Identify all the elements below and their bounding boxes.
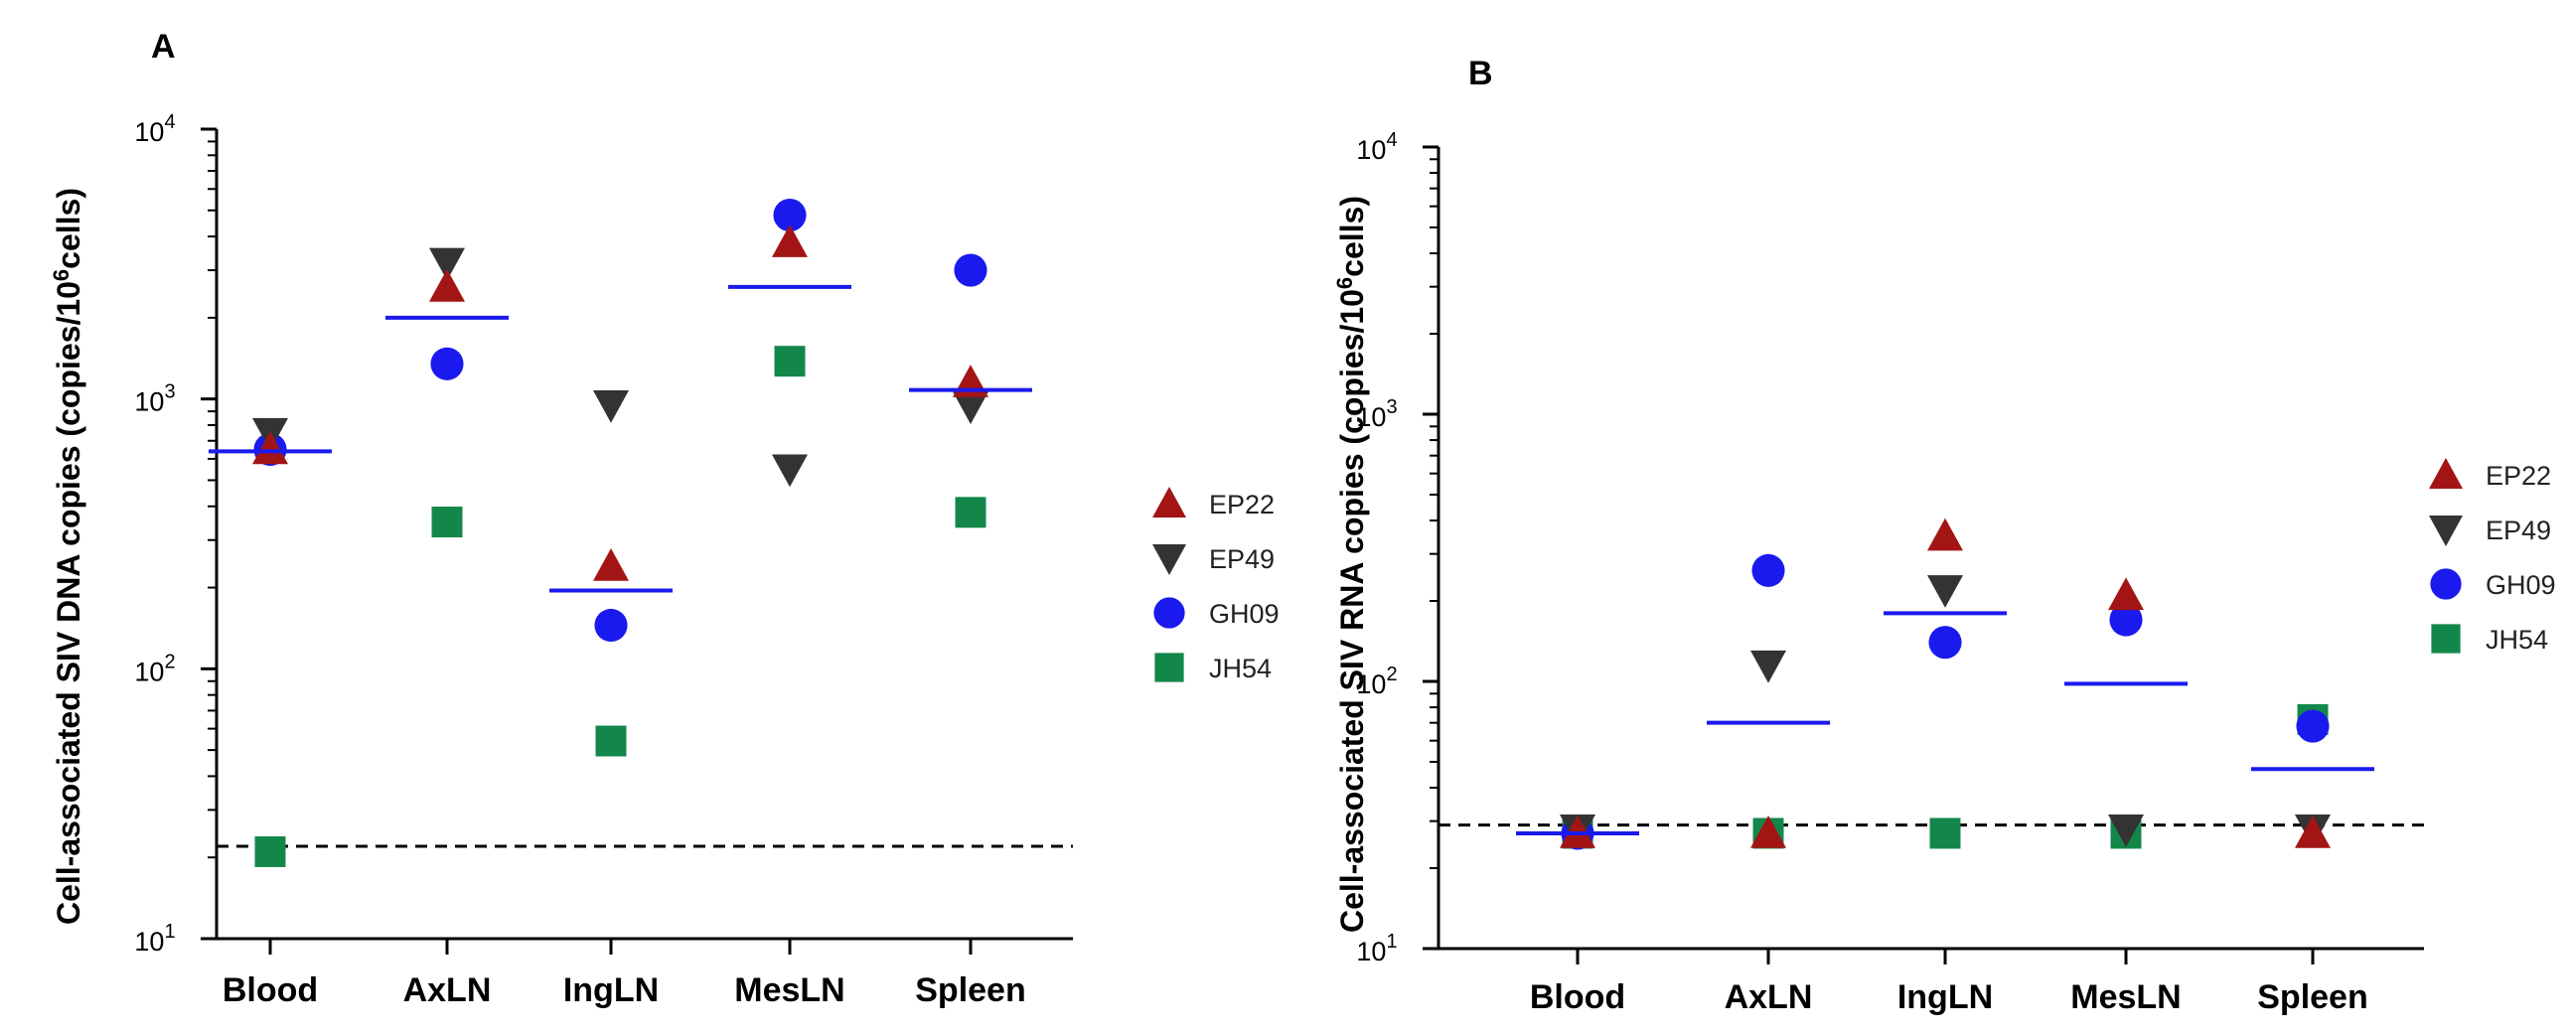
y-tick-base: 10 <box>1356 937 1386 966</box>
panel-b-y-axis-label-sup: 6 <box>1332 277 1357 289</box>
marker-ep49-mesln <box>772 454 808 488</box>
y-tick-exp: 3 <box>1386 396 1397 418</box>
panel-b-y-axis-label-prefix: Cell-associated SIV RNA copies (copies/1… <box>1334 289 1370 933</box>
marker-ep22-mesln <box>772 224 808 257</box>
marker-jh54-ingln <box>595 725 627 757</box>
marker-ep49-ingln <box>593 389 629 423</box>
x-tick-label-blood: Blood <box>1530 978 1625 1016</box>
legend-label-jh54: JH54 <box>1209 654 1272 683</box>
legend-label-gh09: GH09 <box>2486 570 2556 600</box>
panel-b-y-axis-label-suffix: cells) <box>1334 196 1370 277</box>
legend-marker-gh09 <box>2430 568 2462 600</box>
marker-jh54-axln <box>431 507 463 538</box>
marker-gh09-mesln <box>2109 603 2143 637</box>
y-tick-exp: 3 <box>164 381 175 403</box>
x-tick-label-ingln: IngLN <box>1897 978 1993 1016</box>
x-tick-label-axln: AxLN <box>1725 978 1813 1016</box>
marker-ep49-axln <box>429 247 465 281</box>
legend-marker-jh54 <box>1154 653 1184 682</box>
panel-a-y-axis-label-sup: 6 <box>49 269 74 281</box>
panel-a-y-axis-label-prefix: Cell-associated SIV DNA copies (copies/1… <box>51 281 86 925</box>
legend-label-jh54: JH54 <box>2486 625 2548 655</box>
x-tick-label-spleen: Spleen <box>2257 978 2367 1016</box>
y-tick-label: 102 <box>1356 664 1397 699</box>
marker-gh09-ingln <box>594 608 628 643</box>
y-tick-exp: 1 <box>1386 931 1397 953</box>
y-tick-base: 10 <box>134 927 164 957</box>
y-tick-base: 10 <box>1356 402 1386 432</box>
marker-ep22-spleen <box>2295 814 2331 848</box>
marker-ep49-spleen <box>953 391 988 424</box>
legend-marker-ep49 <box>2429 516 2463 546</box>
legend-label-ep49: EP49 <box>2486 516 2551 545</box>
marker-ep22-spleen <box>953 365 988 397</box>
y-tick-base: 10 <box>1356 135 1386 165</box>
panel-a-legend: EP22 EP49 GH09 JH54 <box>1152 487 1280 683</box>
y-tick-base: 10 <box>134 387 164 417</box>
marker-ep22-axln <box>429 268 465 302</box>
x-tick-label-mesln: MesLN <box>2070 978 2181 1016</box>
marker-ep22-mesln <box>2108 577 2144 611</box>
marker-ep22-ingln <box>593 548 629 581</box>
y-tick-label: 104 <box>134 111 175 147</box>
marker-ep22-blood <box>252 431 288 465</box>
y-tick-exp: 2 <box>164 651 175 672</box>
legend-marker-ep22 <box>2429 458 2463 489</box>
marker-ep22-axln <box>1750 814 1786 848</box>
y-tick-exp: 1 <box>164 921 175 943</box>
legend-label-ep22: EP22 <box>1209 490 1275 519</box>
y-tick-label: 101 <box>134 921 175 957</box>
panel-a-y-axis-label: Cell-associated SIV DNA copies (copies/1… <box>49 188 86 925</box>
x-tick-label-mesln: MesLN <box>734 971 844 1009</box>
marker-ep49-mesln <box>2108 814 2144 847</box>
x-tick-label-axln: AxLN <box>403 971 492 1009</box>
panel-a-y-axis-label-suffix: cells) <box>51 188 86 269</box>
y-tick-base: 10 <box>134 657 164 686</box>
panel-b-legend: EP22 EP49 GH09 JH54 <box>2429 458 2556 655</box>
y-tick-label: 104 <box>1356 129 1397 165</box>
marker-gh09-ingln <box>1928 626 1962 660</box>
marker-jh54-mesln <box>774 346 806 377</box>
y-tick-label: 103 <box>134 381 175 417</box>
marker-jh54-ingln <box>1929 817 1961 849</box>
y-tick-label: 103 <box>1356 396 1397 432</box>
panel-a-letter: A <box>151 28 176 66</box>
legend-label-ep49: EP49 <box>1209 544 1275 574</box>
legend-marker-ep22 <box>1152 487 1186 518</box>
x-tick-label-blood: Blood <box>223 971 318 1009</box>
y-tick-exp: 2 <box>1386 664 1397 685</box>
marker-gh09-mesln <box>773 199 807 232</box>
panel-b-letter: B <box>1468 55 1493 92</box>
marker-gh09-axln <box>1751 553 1785 587</box>
marker-ep49-axln <box>1750 650 1786 683</box>
legend-marker-ep49 <box>1152 544 1186 575</box>
y-tick-base: 10 <box>1356 669 1386 699</box>
panel-b-y-axis-label: Cell-associated SIV RNA copies (copies/1… <box>1332 196 1370 933</box>
y-tick-label: 101 <box>1356 931 1397 966</box>
marker-ep22-ingln <box>1927 518 1963 551</box>
panel-a: A Cell-associated SIV DNA copies (copies… <box>49 28 1073 1009</box>
legend-label-gh09: GH09 <box>1209 599 1280 629</box>
y-tick-label: 102 <box>134 651 175 686</box>
y-tick-base: 10 <box>134 117 164 147</box>
y-tick-exp: 4 <box>1386 129 1397 151</box>
marker-jh54-blood <box>254 835 286 867</box>
marker-jh54-spleen <box>955 497 986 528</box>
x-tick-label-ingln: IngLN <box>563 971 659 1009</box>
x-tick-label-spleen: Spleen <box>915 971 1025 1009</box>
marker-ep49-ingln <box>1927 575 1963 608</box>
panel-b: B Cell-associated SIV RNA copies (copies… <box>1332 55 2424 1016</box>
legend-label-ep22: EP22 <box>2486 461 2551 491</box>
marker-gh09-axln <box>430 347 464 380</box>
marker-gh09-spleen <box>2296 709 2330 743</box>
y-tick-exp: 4 <box>164 111 175 133</box>
marker-gh09-spleen <box>954 253 987 287</box>
legend-marker-jh54 <box>2431 624 2461 654</box>
legend-marker-gh09 <box>1153 597 1185 629</box>
